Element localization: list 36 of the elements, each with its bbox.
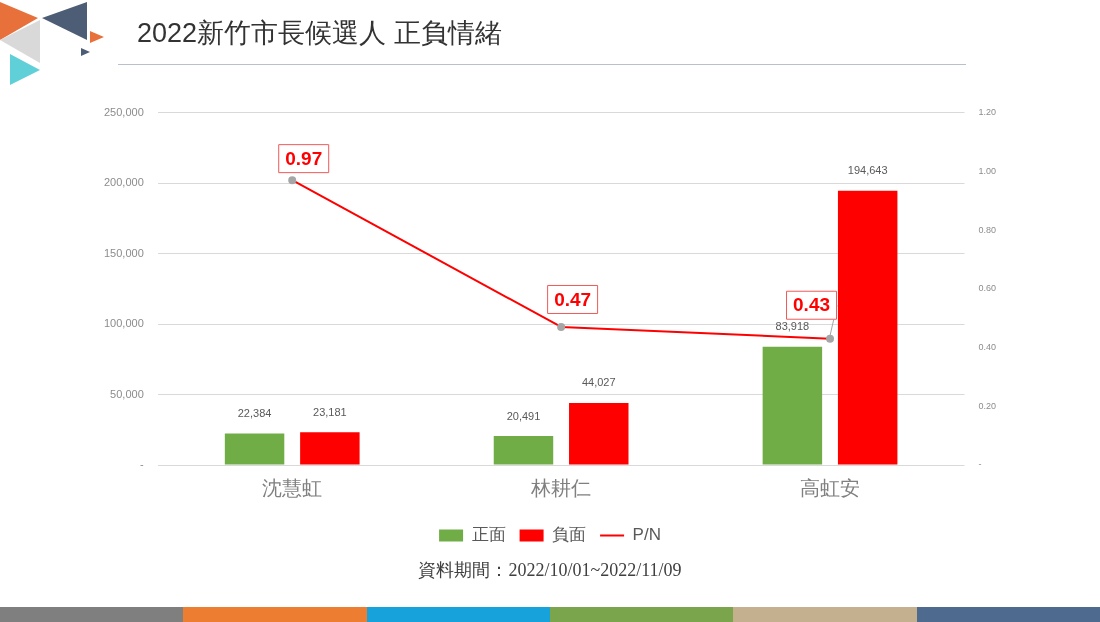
data-label: 23,181 <box>313 405 347 418</box>
x-tick-label: 高虹安 <box>800 476 861 499</box>
y-tick-label: 150,000 <box>104 246 144 259</box>
text: 資料期間：2022/10/01~2022/11/09 <box>417 559 683 582</box>
legend-label: 負面 <box>552 525 587 545</box>
legend-label: 正面 <box>471 525 506 545</box>
bar <box>837 190 898 465</box>
data-label: 0.43 <box>793 294 831 316</box>
data-label: 0.47 <box>554 288 592 310</box>
bar <box>569 402 629 465</box>
bar <box>762 346 823 465</box>
y-tick-label: 250,000 <box>104 105 144 118</box>
bar <box>300 432 360 465</box>
x-tick-label: 沈慧虹 <box>262 476 323 499</box>
bar <box>224 433 285 465</box>
y-tick-label: - <box>140 458 145 471</box>
y2-tick-label: 0.40 <box>978 342 997 353</box>
bar <box>493 436 554 465</box>
y2-tick-label: 0.60 <box>978 283 997 294</box>
y2-tick-label: 1.00 <box>978 165 997 176</box>
data-label: 44,027 <box>581 376 616 389</box>
legend-label: P/N <box>632 525 661 545</box>
chart-title: 2022新竹市長候選人 正負情緒 <box>137 17 502 50</box>
y2-tick-label: 0.20 <box>978 400 997 411</box>
y2-tick-label: 0.80 <box>978 224 997 235</box>
y-tick-label: 50,000 <box>110 387 144 400</box>
data-label: 0.97 <box>285 147 323 169</box>
data-label: 20,491 <box>506 409 541 422</box>
y2-tick-label: - <box>978 459 982 470</box>
data-label: 83,918 <box>775 320 810 333</box>
y-tick-label: 200,000 <box>104 176 144 189</box>
data-label: 194,643 <box>847 164 888 177</box>
y-tick-label: 100,000 <box>104 317 144 330</box>
y2-tick-label: 1.20 <box>978 107 997 118</box>
data-label: 22,384 <box>237 406 272 419</box>
x-tick-label: 林耕仁 <box>530 476 592 499</box>
